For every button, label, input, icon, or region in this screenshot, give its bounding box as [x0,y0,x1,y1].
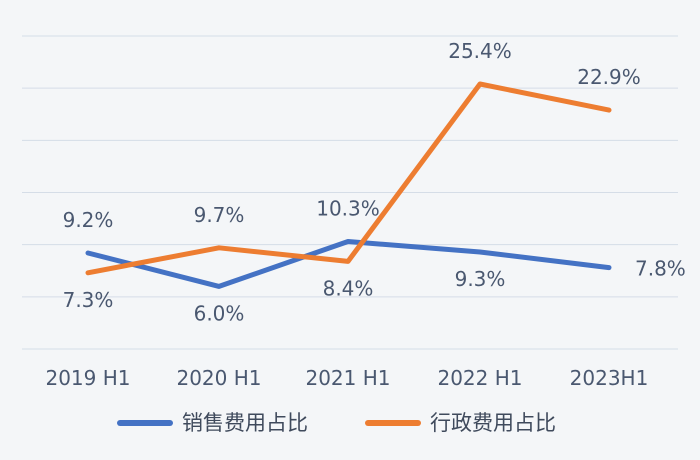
series-lines [85,81,612,289]
data-label: 7.8% [635,257,686,281]
data-label: 9.3% [455,267,506,291]
legend-label: 销售费用占比 [182,411,308,435]
data-label: 10.3% [316,197,380,221]
x-tick-label: 2023H1 [570,366,649,390]
x-tick-label: 2021 H1 [305,366,390,390]
gridlines [22,35,678,350]
data-label: 25.4% [448,39,512,63]
legend-label: 行政费用占比 [430,411,556,435]
data-label: 22.9% [577,65,641,89]
x-tick-label: 2022 H1 [437,366,522,390]
data-label: 6.0% [194,301,245,325]
x-axis-ticks: 2019 H1 2020 H1 2021 H1 2022 H1 2023H1 [45,366,648,390]
data-label: 7.3% [63,288,114,312]
data-labels: 9.2% 6.0% 10.3% 9.3% 7.8% 7.3% 9.7% 8.4% 25.4% 22… [63,39,686,325]
series-line-2 [85,81,612,276]
data-label: 9.7% [194,203,245,227]
legend: 销售费用占比 行政费用占比 [117,411,556,435]
data-label: 8.4% [323,276,374,300]
x-tick-label: 2019 H1 [45,366,130,390]
x-tick-label: 2020 H1 [176,366,261,390]
series-line-1 [85,239,612,289]
data-label: 9.2% [63,208,114,232]
